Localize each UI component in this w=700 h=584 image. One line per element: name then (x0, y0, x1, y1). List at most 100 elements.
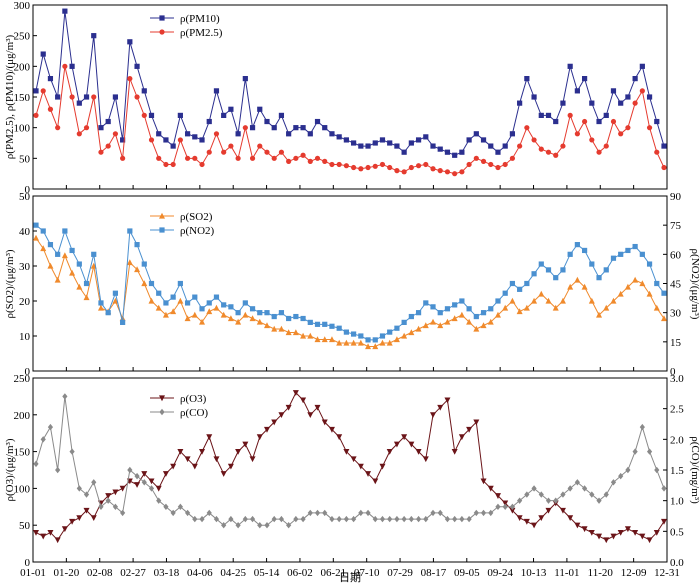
data-point-2-0 (54, 537, 61, 544)
data-point-2-1 (646, 448, 653, 455)
data-point-0-1 (372, 163, 378, 169)
data-point-2-1 (603, 491, 609, 498)
data-point-1-0 (379, 339, 386, 346)
data-point-0-1 (148, 137, 155, 143)
data-point-1-0 (278, 325, 285, 332)
data-point-1-0 (314, 336, 321, 343)
data-point-1-1 (329, 323, 335, 329)
x-tick-label: 04-06 (187, 567, 213, 579)
data-point-2-1 (459, 515, 465, 523)
x-tick-label: 06-02 (287, 567, 313, 579)
data-point-2-0 (617, 529, 624, 536)
data-point-2-1 (293, 515, 299, 523)
data-point-0-1 (437, 168, 443, 174)
data-point-1-0 (350, 339, 357, 346)
x-tick-label: 11-01 (554, 567, 579, 579)
data-point-0-0 (184, 131, 191, 137)
panel-1-ylabel: ρ(PM2.5), ρ(PM10)/(μg/m³) (4, 34, 16, 159)
data-point-1-0 (97, 304, 104, 311)
data-point-2-1 (423, 515, 429, 523)
data-point-0-1 (343, 163, 349, 169)
data-point-0-1 (228, 143, 234, 149)
data-point-2-0 (379, 463, 386, 470)
data-point-0-0 (105, 118, 111, 125)
data-point-2-1 (177, 503, 183, 510)
data-point-0-1 (33, 112, 39, 118)
data-point-1-1 (372, 337, 378, 343)
data-point-2-0 (596, 533, 603, 540)
y-right-tick-label: 1.0 (670, 496, 684, 508)
data-point-0-1 (423, 161, 429, 168)
data-point-2-1 (105, 497, 111, 504)
data-point-2-0 (249, 456, 256, 463)
data-point-0-1 (134, 94, 140, 100)
data-point-0-0 (415, 137, 422, 143)
data-point-0-0 (141, 88, 147, 94)
data-point-2-0 (444, 397, 451, 404)
series-line-0-1 (35, 66, 665, 175)
data-point-2-1 (394, 515, 400, 523)
data-point-0-0 (661, 143, 667, 149)
data-point-2-0 (148, 478, 155, 485)
data-point-1-1 (459, 298, 465, 304)
data-point-1-0 (33, 234, 39, 241)
data-point-0-0 (98, 125, 104, 131)
data-point-1-0 (307, 332, 314, 339)
data-point-0-1 (646, 125, 653, 131)
data-point-1-1 (62, 228, 68, 234)
data-point-2-0 (502, 500, 509, 507)
data-point-0-1 (235, 155, 241, 161)
data-point-0-0 (322, 125, 328, 131)
data-point-1-0 (458, 311, 465, 318)
data-point-0-0 (459, 149, 465, 155)
data-point-0-1 (105, 143, 111, 149)
data-point-0-0 (646, 94, 653, 100)
data-point-1-0 (336, 339, 343, 346)
data-point-1-1 (387, 329, 393, 335)
data-point-0-1 (177, 137, 183, 143)
data-point-2-1 (639, 423, 645, 431)
data-point-0-1 (625, 125, 631, 131)
legend-swatch-marker (159, 395, 165, 402)
data-point-0-0 (387, 140, 393, 146)
legend-label: ρ(NO2) (180, 225, 215, 237)
data-point-2-1 (365, 509, 371, 517)
x-tick-label: 02-27 (120, 567, 146, 579)
legend-label: ρ(O3) (180, 393, 207, 405)
data-point-0-0 (437, 146, 443, 152)
data-point-2-1 (531, 485, 537, 492)
data-point-1-1 (91, 251, 97, 257)
data-point-0-1 (365, 164, 371, 171)
y-tick-label: 30 (19, 261, 31, 273)
data-point-0-1 (206, 149, 212, 155)
data-point-0-1 (98, 149, 104, 155)
data-point-1-1 (127, 228, 133, 234)
data-point-0-0 (502, 143, 508, 149)
data-point-0-1 (394, 168, 400, 174)
data-point-1-0 (588, 297, 595, 304)
data-point-0-0 (351, 140, 357, 146)
data-point-2-0 (162, 471, 169, 477)
data-point-1-1 (112, 290, 119, 296)
data-point-2-0 (242, 441, 249, 448)
data-point-0-1 (408, 164, 414, 171)
data-point-1-1 (336, 325, 342, 331)
series-line-2-1 (35, 396, 665, 526)
data-point-1-1 (589, 261, 595, 267)
data-point-1-0 (256, 318, 263, 325)
x-tick-label: 01-01 (20, 567, 46, 579)
legend-label: ρ(SO2) (180, 211, 213, 223)
data-point-2-0 (531, 522, 538, 529)
data-point-0-1 (509, 155, 516, 161)
data-point-1-1 (466, 306, 472, 312)
data-point-1-0 (574, 276, 581, 283)
data-point-1-0 (502, 304, 509, 311)
data-point-1-0 (531, 297, 538, 304)
data-point-0-0 (307, 131, 313, 137)
data-point-1-1 (430, 304, 436, 310)
data-point-0-1 (545, 149, 552, 155)
y-tick-label: 50 (19, 153, 31, 165)
data-point-2-1 (466, 515, 472, 523)
data-point-0-0 (553, 118, 559, 125)
data-point-0-1 (379, 161, 386, 168)
